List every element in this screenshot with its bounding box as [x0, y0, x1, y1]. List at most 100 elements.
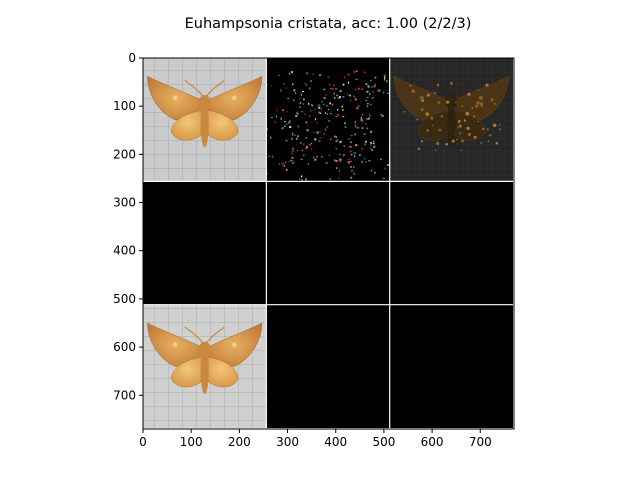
dark-speck: [472, 115, 476, 118]
noise-pixel: [343, 145, 345, 147]
dark-speck: [411, 89, 415, 94]
noise-pixel: [336, 94, 339, 97]
right-antenna: [206, 326, 225, 344]
noise-pixel: [383, 74, 386, 77]
noise-pixel: [319, 137, 321, 139]
noise-pixel: [323, 88, 326, 91]
y-tick-label: 300: [113, 196, 136, 210]
noise-pixel: [303, 143, 305, 146]
noise-pixel: [366, 102, 369, 105]
noise-pixel: [289, 119, 291, 122]
noise-pixel: [335, 136, 338, 139]
noise-pixel: [300, 92, 302, 94]
noise-pixel: [283, 164, 286, 167]
noise-pixel: [318, 106, 321, 109]
noise-pixel: [280, 89, 282, 92]
noise-pixel: [293, 99, 295, 102]
y-tick-label: 100: [113, 99, 136, 113]
dark-speck: [495, 141, 499, 145]
noise-pixel: [301, 179, 303, 182]
noise-pixel: [295, 138, 298, 140]
noise-pixel: [373, 172, 376, 174]
noise-pixel: [372, 142, 375, 145]
noise-pixel: [302, 154, 305, 156]
tile-r0-c2: [389, 58, 514, 182]
noise-pixel: [290, 137, 293, 140]
noise-pixel: [342, 115, 345, 118]
noise-pixel: [276, 109, 278, 112]
noise-pixel: [328, 119, 331, 122]
noise-pixel: [266, 172, 268, 175]
dark-speck: [477, 89, 480, 91]
noise-pixel: [283, 125, 286, 128]
dark-speck: [435, 141, 440, 146]
noise-pixel: [294, 92, 296, 94]
noise-pixel: [368, 114, 371, 117]
noise-pixel: [334, 159, 336, 162]
noise-pixel: [290, 159, 293, 162]
noise-pixel: [361, 114, 364, 116]
noise-pixel: [369, 130, 373, 133]
noise-pixel: [310, 80, 313, 82]
noise-pixel: [383, 78, 386, 81]
noise-pixel: [309, 110, 312, 112]
noise-pixel: [288, 160, 291, 163]
dark-speck: [436, 83, 440, 87]
noise-pixel: [278, 74, 281, 77]
noise-pixel: [381, 114, 384, 117]
noise-pixel: [291, 133, 294, 136]
noise-pixel: [296, 111, 299, 114]
dark-speck: [457, 119, 461, 123]
dark-speck: [449, 81, 454, 85]
noise-pixel: [354, 98, 357, 101]
dark-speck: [488, 133, 492, 137]
left-hindwing: [170, 356, 205, 388]
dark-speck: [480, 141, 483, 144]
wing-spot: [232, 95, 237, 101]
dark-speck: [421, 99, 424, 102]
noise-pixel: [369, 147, 372, 149]
noise-pixel: [286, 169, 288, 171]
dark-speck: [420, 140, 424, 143]
noise-pixel: [286, 123, 288, 125]
dark-speck: [417, 147, 420, 150]
noise-pixel: [333, 135, 336, 138]
axes-frame: [142, 57, 515, 430]
noise-pixel: [364, 157, 366, 160]
noise-pixel: [289, 126, 292, 129]
noise-pixel: [353, 155, 356, 158]
noise-pixel: [333, 92, 336, 95]
noise-pixel: [321, 100, 323, 103]
noise-pixel: [302, 103, 305, 105]
noise-pixel: [300, 158, 303, 160]
moth-thorax: [198, 95, 211, 109]
tile-r2-c2: [389, 304, 514, 429]
noise-pixel: [384, 167, 386, 170]
noise-pixel: [340, 90, 342, 93]
noise-pixel: [286, 111, 289, 113]
noise-pixel: [339, 141, 341, 144]
noise-pixel: [370, 79, 372, 82]
noise-pixel: [296, 113, 299, 116]
noise-pixel: [341, 105, 344, 108]
noise-pixel: [311, 147, 313, 150]
noise-pixel: [347, 81, 350, 84]
noise-pixel: [370, 103, 372, 106]
noise-pixel: [342, 96, 345, 98]
noise-pixel: [288, 121, 291, 124]
noise-pixel: [318, 103, 321, 106]
noise-pixel: [313, 156, 315, 159]
noise-pixel: [325, 105, 328, 107]
noise-pixel: [350, 166, 352, 168]
noise-pixel: [366, 105, 369, 107]
noise-pixel: [320, 155, 323, 158]
noise-pixel: [322, 103, 325, 106]
noise-pixel: [278, 163, 280, 165]
dark-speck: [431, 124, 434, 127]
noise-pixel: [350, 141, 353, 144]
noise-pixel: [306, 129, 309, 132]
noise-pixel: [353, 71, 356, 73]
noise-pixel: [367, 84, 370, 87]
dark-speck: [437, 101, 441, 104]
noise-pixel: [360, 100, 362, 103]
